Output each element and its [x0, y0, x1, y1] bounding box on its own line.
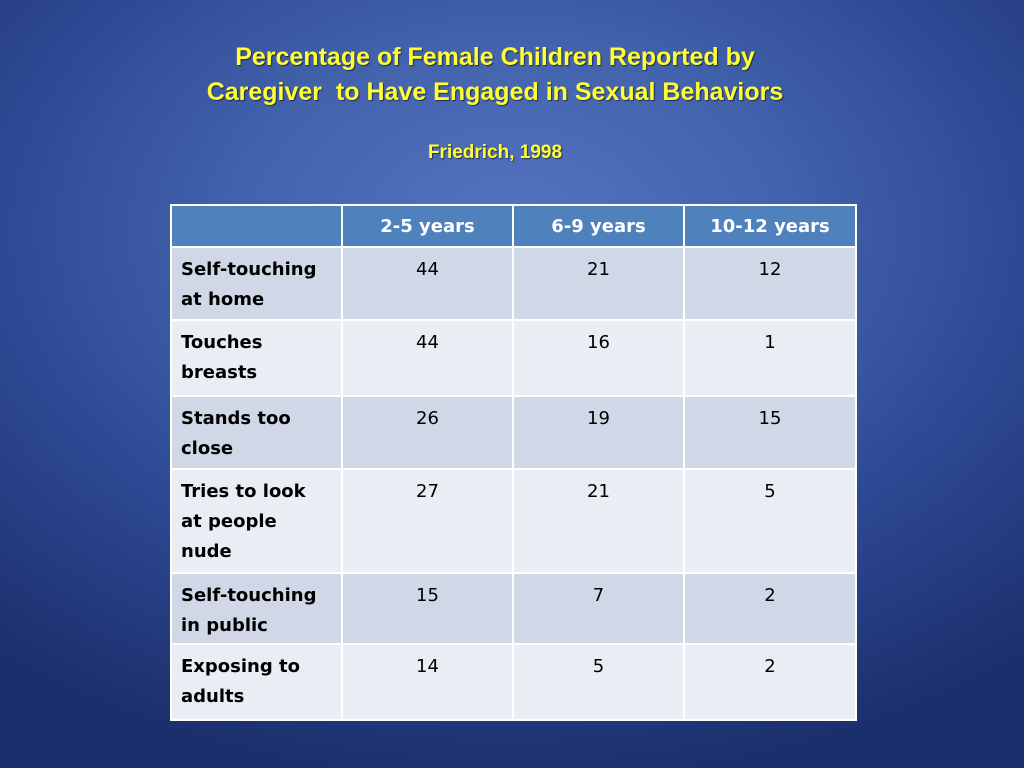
table-row: Exposing to adults 14 5 2: [170, 643, 857, 721]
table-row: Self-touching in public 15 7 2: [170, 572, 857, 645]
value-cell: 44: [341, 246, 514, 321]
value-cell: 12: [683, 246, 857, 321]
value-cell: 7: [512, 572, 685, 645]
slide-title-line-1: Percentage of Female Children Reported b…: [235, 43, 755, 71]
value-cell: 26: [341, 395, 514, 470]
row-label-cell: Self-touching at home: [170, 246, 343, 321]
value-cell: 14: [341, 643, 514, 721]
value-cell: 5: [512, 643, 685, 721]
data-table: 2-5 years 6-9 years 10-12 years Self-tou…: [170, 204, 857, 721]
row-label-cell: Self-touching in public: [170, 572, 343, 645]
row-label-cell: Tries to look at people nude: [170, 468, 343, 574]
value-cell: 44: [341, 319, 514, 397]
value-cell: 16: [512, 319, 685, 397]
value-cell: 2: [683, 572, 857, 645]
value-cell: 19: [512, 395, 685, 470]
row-label-cell: Touches breasts: [170, 319, 343, 397]
slide-title-line-2: Caregiver to Have Engaged in Sexual Beha…: [206, 78, 784, 106]
value-cell: 15: [341, 572, 514, 645]
table-row: Tries to look at people nude 27 21 5: [170, 468, 857, 574]
row-label-cell: Exposing to adults: [170, 643, 343, 721]
value-cell: 2: [683, 643, 857, 721]
value-cell: 21: [512, 246, 685, 321]
row-label-cell: Stands too close: [170, 395, 343, 470]
value-cell: 15: [683, 395, 857, 470]
table-row: Touches breasts 44 16 1: [170, 319, 857, 397]
value-cell: 5: [683, 468, 857, 574]
slide-subtitle: Friedrich, 1998: [427, 142, 563, 163]
header-cell-10-12-years: 10-12 years: [683, 204, 857, 248]
slide-title: Percentage of Female Children Reported b…: [0, 40, 990, 110]
table-row: Self-touching at home 44 21 12: [170, 246, 857, 321]
value-cell: 1: [683, 319, 857, 397]
value-cell: 27: [341, 468, 514, 574]
table-header-row: 2-5 years 6-9 years 10-12 years: [170, 204, 857, 248]
header-corner-cell: [170, 204, 343, 248]
header-cell-2-5-years: 2-5 years: [341, 204, 514, 248]
header-cell-6-9-years: 6-9 years: [512, 204, 685, 248]
table-row: Stands too close 26 19 15: [170, 395, 857, 470]
value-cell: 21: [512, 468, 685, 574]
